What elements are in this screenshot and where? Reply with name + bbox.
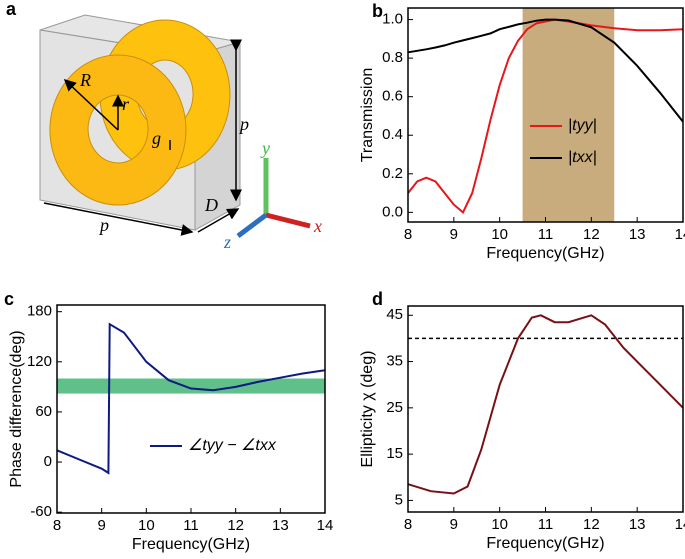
- y-tick-label: 0.8: [382, 49, 403, 66]
- y-axis-label: Ellipticity χ (deg): [359, 351, 376, 468]
- panel-letter: c: [4, 289, 14, 309]
- y-tick-label: 0.6: [382, 88, 403, 105]
- y-tick-label: 0.2: [382, 165, 403, 182]
- x-tick-label: 10: [138, 517, 155, 534]
- label-D: D: [204, 195, 218, 215]
- x-axis-label: Frequency(GHz): [132, 536, 250, 553]
- series-line: [407, 314, 684, 495]
- R-arrow: [63, 78, 119, 131]
- x-tick-label: 8: [53, 517, 61, 534]
- x-tick-label: 12: [583, 516, 600, 533]
- z-axis-arrow: [236, 213, 268, 238]
- y-tick-label: 120: [27, 353, 52, 370]
- y-tick-label: -60: [30, 503, 52, 520]
- x-tick-label: 11: [538, 226, 554, 243]
- y-tick-label: 25: [386, 399, 403, 416]
- legend-label: |txx|: [568, 149, 597, 166]
- x-tick-label: 13: [629, 226, 646, 243]
- label-r: r: [122, 94, 130, 114]
- series-line: [407, 18, 684, 215]
- x-tick-label: 9: [97, 517, 105, 534]
- y-tick-label: 0: [44, 453, 52, 470]
- x-tick-label: 8: [404, 516, 412, 533]
- x-axis-arrow: [265, 212, 311, 229]
- plot-frame: [407, 305, 684, 513]
- x-tick-label: 13: [629, 516, 646, 533]
- label-x: x: [313, 216, 322, 236]
- x-tick-label: 14: [317, 517, 334, 534]
- panel-letter: b: [372, 1, 383, 21]
- highlight-band: [57, 378, 325, 394]
- label-z: z: [223, 232, 231, 252]
- label-y: y: [260, 138, 270, 158]
- D-arrow: [197, 208, 240, 233]
- plot-frame: [56, 304, 326, 514]
- x-tick-label: 10: [491, 516, 508, 533]
- y-axis-label: Phase difference(deg): [8, 330, 25, 487]
- x-axis-label: Frequency(GHz): [486, 245, 604, 262]
- y-tick-label: 60: [35, 403, 52, 420]
- x-axis-label: Frequency(GHz): [486, 535, 604, 552]
- label-R: R: [79, 70, 91, 90]
- p-bottom-arrow: [43, 202, 194, 236]
- series-line: [56, 322, 326, 475]
- y-tick-label: 45: [386, 306, 403, 323]
- x-tick-label: 12: [227, 517, 244, 534]
- panel-letter: a: [6, 0, 17, 19]
- panel-letter: d: [372, 289, 383, 309]
- x-tick-label: 9: [450, 226, 458, 243]
- y-tick-label: 0.4: [382, 126, 403, 143]
- label-g: g: [152, 128, 161, 148]
- highlight-band: [522, 8, 615, 222]
- y-tick-label: 1.0: [382, 11, 403, 28]
- legend-label: |tyy|: [568, 117, 597, 134]
- x-tick-label: 9: [450, 516, 458, 533]
- y-tick-label: 15: [386, 445, 403, 462]
- y-tick-label: 35: [386, 353, 403, 370]
- x-tick-label: 11: [538, 516, 554, 533]
- y-tick-label: 5: [395, 491, 403, 508]
- legend-label: ∠tyy − ∠txx: [188, 437, 277, 454]
- y-tick-label: 180: [27, 303, 52, 320]
- x-tick-label: 8: [404, 226, 412, 243]
- x-tick-label: 14: [675, 226, 685, 243]
- x-tick-label: 13: [272, 517, 289, 534]
- label-p: p: [238, 114, 249, 134]
- x-tick-label: 12: [583, 226, 600, 243]
- series-line: [407, 18, 684, 123]
- x-tick-label: 11: [183, 517, 199, 534]
- label-p: p: [98, 215, 109, 235]
- y-axis-label: Transmission: [359, 68, 376, 163]
- y-tick-label: 0.0: [382, 203, 403, 220]
- unit-cell-diagram: a R r g p p D x y z: [6, 0, 322, 252]
- x-tick-label: 10: [491, 226, 508, 243]
- x-tick-label: 14: [675, 516, 685, 533]
